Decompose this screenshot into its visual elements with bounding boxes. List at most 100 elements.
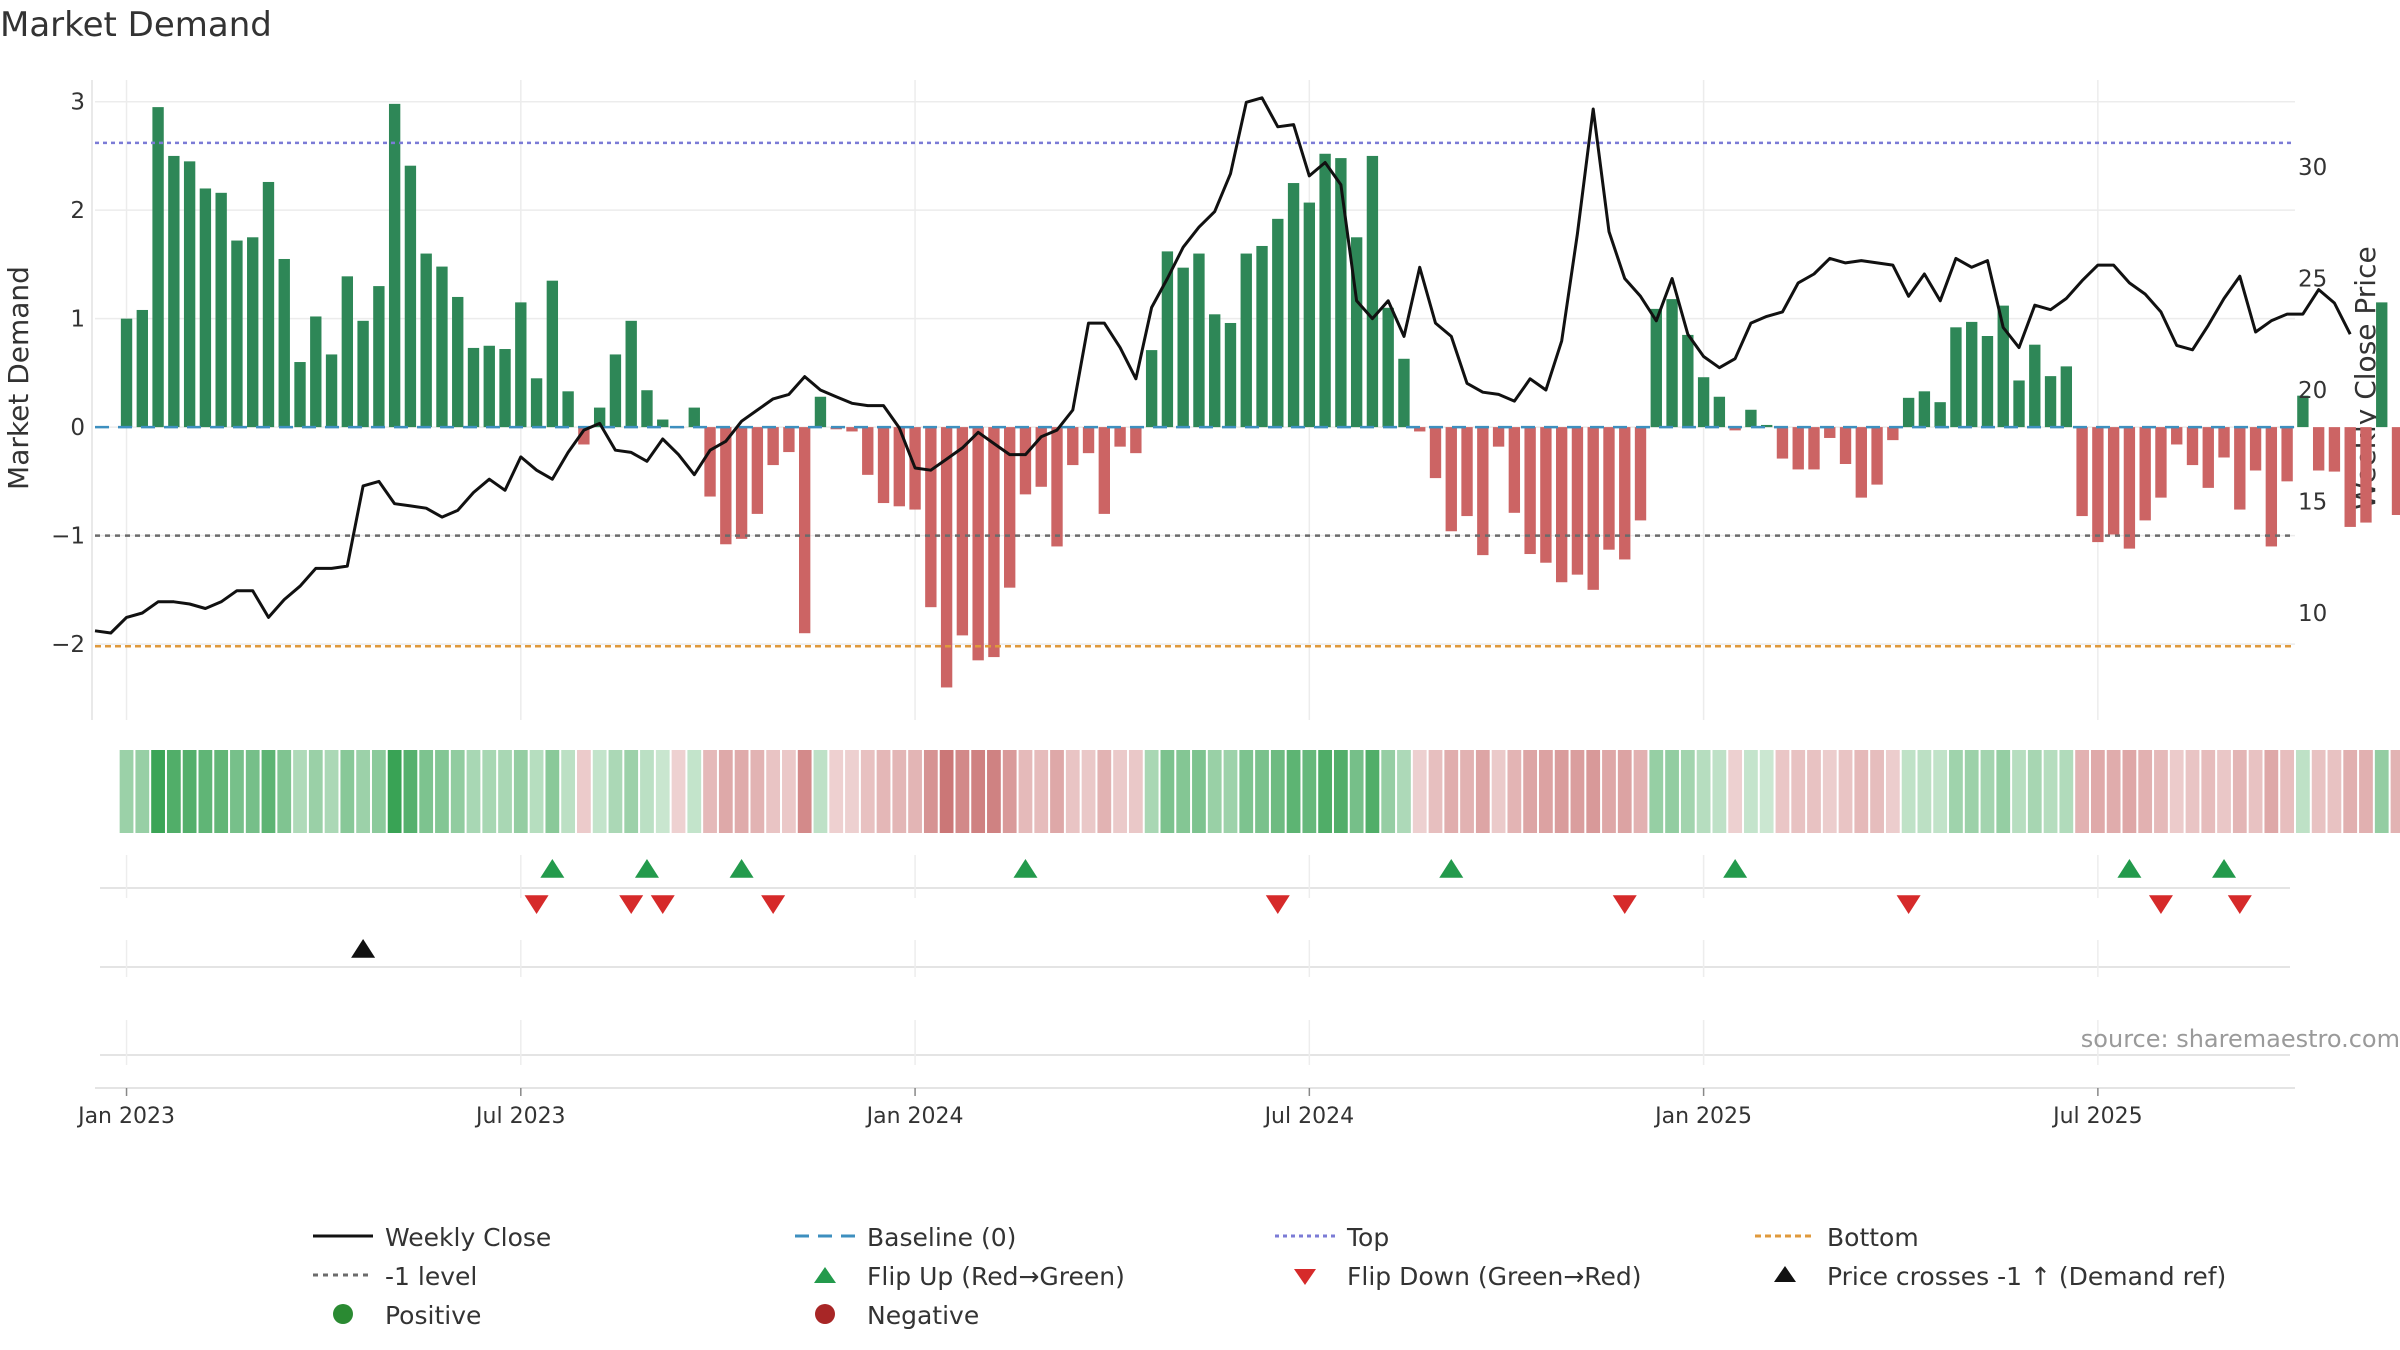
heat-cell-positive	[403, 750, 418, 833]
heat-cell-positive	[1933, 750, 1948, 833]
negative-bar	[846, 427, 858, 432]
legend-item-negative: Negative	[815, 1301, 979, 1330]
negative-bar	[1619, 427, 1631, 560]
negative-bar	[1508, 427, 1521, 513]
heat-cell-negative	[2106, 750, 2121, 833]
negative-bar	[2155, 427, 2167, 498]
flip-down-marker	[650, 895, 675, 914]
heat-cell-positive	[2043, 750, 2058, 833]
heat-cell-positive	[450, 750, 465, 833]
positive-bar	[278, 258, 290, 428]
heat-cell-negative	[829, 750, 844, 833]
heat-cell-positive	[1286, 750, 1301, 833]
heat-cell-positive	[419, 750, 434, 833]
demand-heat-strip	[119, 750, 2400, 833]
heat-cell-negative	[1885, 750, 1900, 833]
legend-item-top: Top	[1275, 1223, 1389, 1252]
negative-bar	[1019, 427, 1032, 495]
heat-cell-positive	[1980, 750, 1995, 833]
positive-bar	[183, 161, 196, 428]
flip-up-marker	[1013, 859, 1038, 878]
legend-item-positive: Positive	[333, 1301, 481, 1330]
heat-cell-negative	[1050, 750, 1064, 833]
x-axis-ticks: Jan 2023 Jul 2023 Jan 2024 Jul 2024 Jan 2025…	[76, 1087, 2295, 1129]
positive-bar	[1209, 314, 1221, 428]
flip-down-marker	[2148, 895, 2173, 914]
positive-bar	[2376, 302, 2388, 428]
legend-label-flip-up: Flip Up (Red→Green)	[867, 1262, 1125, 1291]
heat-cell-negative	[2359, 750, 2373, 833]
positive-bar	[1256, 245, 1268, 428]
heat-cell-negative	[2217, 750, 2231, 833]
heat-cell-positive	[1649, 750, 1664, 833]
heat-cell-negative	[2169, 750, 2184, 833]
chart-title: Market Demand	[0, 5, 272, 45]
x-tick-label: Jul 2023	[474, 1104, 566, 1129]
negative-dot-icon	[815, 1304, 835, 1324]
positive-bar	[2044, 376, 2057, 428]
heat-cell-positive	[2012, 750, 2026, 833]
negative-bar	[1540, 427, 1552, 563]
positive-bar	[2013, 380, 2025, 428]
positive-bar	[609, 354, 622, 428]
heat-cell-positive	[1349, 750, 1364, 833]
heat-cell-negative	[1791, 750, 1806, 833]
negative-bar	[956, 427, 969, 636]
heat-cell-negative	[2201, 750, 2216, 833]
heat-cell-negative	[1475, 750, 1490, 833]
heat-cell-positive	[2027, 750, 2042, 833]
flip-down-marker	[1612, 895, 1637, 914]
flip-down-marker	[1896, 895, 1921, 914]
heat-cell-positive	[1239, 750, 1254, 833]
positive-bar	[1666, 299, 1678, 428]
negative-bar	[1477, 427, 1489, 556]
heat-cell-positive	[498, 750, 512, 833]
heat-cell-negative	[1570, 750, 1585, 833]
positive-bar	[436, 266, 448, 428]
heat-cell-positive	[1207, 750, 1222, 833]
heat-cell-negative	[2311, 750, 2326, 833]
positive-bar	[1934, 402, 1946, 428]
negative-bar	[2218, 427, 2230, 458]
heat-cell-negative	[577, 750, 591, 833]
negative-bar	[2328, 427, 2341, 472]
positive-bar	[515, 302, 527, 428]
heat-cell-negative	[2280, 750, 2294, 833]
positive-bar	[199, 188, 212, 428]
heat-cell-negative	[1523, 750, 1538, 833]
negative-bar	[1839, 427, 1852, 464]
negative-bar	[2092, 427, 2104, 543]
heat-cell-negative	[1728, 750, 1743, 833]
positive-bar	[388, 103, 401, 428]
legend: Weekly Close Baseline (0) Top Bottom -1 …	[313, 1223, 2226, 1330]
positive-bar	[1398, 358, 1410, 428]
heat-cell-negative	[908, 750, 922, 833]
positive-bar	[2029, 344, 2041, 428]
positive-bar	[1966, 321, 1978, 428]
heat-cell-positive	[2059, 750, 2074, 833]
positive-bar	[262, 181, 275, 428]
heat-cell-positive	[435, 750, 449, 833]
price-cross-marker	[351, 939, 376, 958]
heat-cell-positive	[655, 750, 670, 833]
negative-bar	[1098, 427, 1110, 514]
legend-item-price-cross: Price crosses -1 ↑ (Demand ref)	[1774, 1262, 2226, 1291]
negative-bar	[1524, 427, 1536, 555]
heat-cell-positive	[1964, 750, 1979, 833]
heat-cell-positive	[214, 750, 229, 833]
negative-bar	[1855, 427, 1867, 498]
heat-cell-negative	[987, 750, 1001, 833]
heat-cell-negative	[1838, 750, 1853, 833]
heat-cell-positive	[198, 750, 213, 833]
positive-bar	[168, 155, 180, 428]
legend-item-bottom: Bottom	[1755, 1223, 1919, 1252]
heat-cell-positive	[277, 750, 292, 833]
heat-cell-positive	[545, 750, 560, 833]
negative-bar	[2123, 427, 2136, 549]
positive-bar	[1761, 424, 1773, 428]
heat-cell-positive	[1397, 750, 1411, 833]
negative-bar	[578, 427, 590, 445]
negative-bar	[1792, 427, 1804, 470]
negative-bar	[799, 427, 811, 634]
heat-cell-positive	[1665, 750, 1679, 833]
